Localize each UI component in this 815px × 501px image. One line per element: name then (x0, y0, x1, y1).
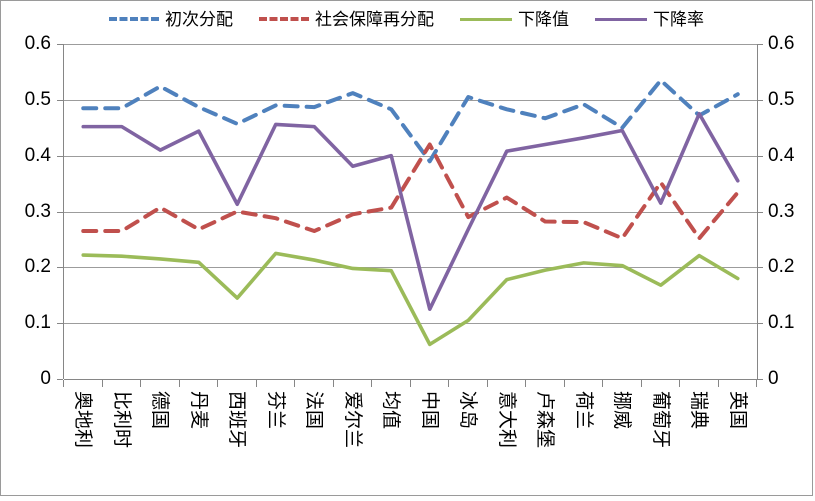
x-tick-label: 均值 (380, 391, 402, 430)
y-tick-mark-right (757, 99, 763, 101)
series-line-4 (81, 111, 740, 312)
x-tick-label: 爱尔兰 (341, 391, 363, 449)
legend-item-4[interactable]: 下降率 (595, 11, 704, 28)
x-tick-mark (563, 380, 565, 387)
gridline (64, 99, 757, 101)
y-tick-mark-left (57, 267, 63, 269)
y-tick-mark-right (757, 267, 763, 269)
x-tick-label: 挪威 (611, 391, 633, 430)
x-tick-mark (63, 380, 64, 387)
plot-area (63, 44, 758, 380)
x-tick-label: 冰岛 (457, 391, 479, 430)
legend-item-3[interactable]: 下降值 (460, 11, 569, 28)
legend-swatch-icon (259, 17, 309, 21)
y-tick-label-right: 0.1 (768, 312, 795, 334)
series-line-3 (81, 251, 740, 347)
y-tick-label-left: 0.5 (24, 88, 51, 110)
legend-item-1[interactable]: 初次分配 (109, 11, 233, 28)
x-tick-label: 瑞典 (688, 391, 710, 430)
legend-label: 初次分配 (165, 9, 233, 29)
legend-label: 下降值 (518, 9, 569, 29)
gridline (64, 267, 757, 269)
legend-swatch-icon (460, 17, 512, 21)
x-tick-mark (217, 380, 218, 387)
y-tick-mark-left (57, 323, 63, 325)
x-tick-label: 丹麦 (187, 391, 209, 430)
x-tick-mark (178, 380, 180, 387)
x-tick-label: 芬兰 (264, 391, 286, 430)
y-tick-label-right: 0.6 (768, 33, 795, 54)
y-tick-label-left: 0.6 (24, 33, 51, 54)
x-tick-mark (525, 380, 526, 387)
x-tick-mark (486, 380, 488, 387)
y-tick-mark-right (757, 211, 763, 213)
x-tick-label: 德国 (149, 391, 171, 430)
x-tick-mark (448, 380, 449, 387)
series-line-1 (81, 78, 740, 164)
x-tick-mark (294, 380, 295, 387)
gridline (64, 44, 757, 45)
x-tick-label: 奥地利 (72, 391, 94, 449)
x-tick-label: 葡萄牙 (649, 391, 671, 449)
y-tick-label-right: 0.2 (768, 256, 795, 278)
series-line-2 (81, 142, 740, 241)
y-tick-label-right: 0.3 (768, 200, 795, 222)
x-tick-mark (140, 380, 141, 387)
legend-label: 社会保障再分配 (315, 9, 434, 29)
legend-swatch-icon (595, 17, 647, 21)
x-tick-label: 法国 (303, 391, 325, 430)
y-tick-mark-left (57, 44, 63, 45)
legend-swatch-icon (109, 17, 159, 21)
x-tick-label: 西班牙 (226, 391, 248, 449)
gridline (64, 323, 757, 325)
y-tick-mark-left (57, 379, 63, 380)
y-tick-mark-right (757, 379, 763, 380)
x-tick-label: 比利时 (110, 391, 132, 449)
y-tick-mark-right (757, 44, 763, 45)
x-tick-label: 意大利 (495, 391, 517, 449)
y-tick-label-left: 0.4 (24, 144, 51, 166)
y-tick-label-left: 0.2 (24, 256, 51, 278)
y-tick-label-right: 0.5 (768, 88, 795, 110)
x-axis-categories: 奥地利 比利时 德国 丹麦 西班牙 芬兰 法国 爱尔兰 均值 中国 冰岛 意大利 卢森堡 荷兰 挪威 葡萄牙瑞… (63, 380, 757, 498)
y-tick-mark-right (757, 155, 763, 157)
x-tick-mark (602, 380, 603, 387)
x-tick-mark (756, 380, 757, 387)
y-tick-label-left: 0.3 (24, 200, 51, 222)
y-tick-label-left: 0.1 (24, 312, 51, 334)
x-tick-mark (679, 380, 680, 387)
legend-item-2[interactable]: 社会保障再分配 (259, 11, 434, 28)
x-tick-mark (640, 380, 642, 387)
x-tick-label: 中国 (418, 391, 440, 430)
gridline (64, 155, 757, 157)
x-tick-mark (255, 380, 257, 387)
y-tick-mark-left (57, 211, 63, 213)
y-tick-label-left: 0 (40, 368, 51, 389)
y-tick-label-right: 0 (768, 368, 779, 389)
y-tick-label-right: 0.4 (768, 144, 795, 166)
y-tick-mark-left (57, 155, 63, 157)
y-tick-mark-right (757, 323, 763, 325)
series-lines (81, 78, 740, 347)
gridline (64, 211, 757, 213)
x-tick-mark (717, 380, 719, 387)
y-tick-mark-left (57, 99, 63, 101)
x-tick-mark (371, 380, 372, 387)
x-tick-label: 荷兰 (572, 391, 594, 430)
chart-legend: 初次分配 社会保障再分配 下降值 下降率 (1, 7, 812, 31)
legend-label: 下降率 (653, 9, 704, 29)
x-tick-mark (409, 380, 411, 387)
x-axis-line (64, 379, 757, 380)
x-tick-mark (332, 380, 334, 387)
x-tick-label: 卢森堡 (534, 391, 556, 449)
x-tick-label: 英国 (726, 391, 748, 430)
x-tick-mark (101, 380, 103, 387)
